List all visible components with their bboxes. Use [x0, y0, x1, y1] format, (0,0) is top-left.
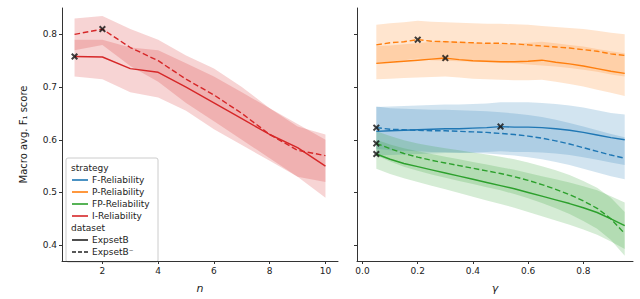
svg-text:ExpsetB⁻: ExpsetB⁻ — [92, 247, 134, 257]
svg-text:0.7: 0.7 — [43, 82, 57, 92]
svg-text:0.6: 0.6 — [43, 135, 58, 145]
svg-text:F-Reliability: F-Reliability — [92, 175, 145, 185]
svg-text:0.6: 0.6 — [521, 266, 536, 276]
svg-text:0.8: 0.8 — [43, 29, 58, 39]
svg-text:FP-Reliability: FP-Reliability — [92, 199, 150, 209]
svg-text:Macro avg. F₁ score: Macro avg. F₁ score — [18, 85, 29, 183]
svg-text:0.4: 0.4 — [466, 266, 481, 276]
svg-text:P-Reliability: P-Reliability — [92, 187, 145, 197]
svg-text:ExpsetB: ExpsetB — [92, 235, 129, 245]
svg-text:strategy: strategy — [71, 163, 109, 173]
svg-text:4: 4 — [155, 266, 161, 276]
svg-text:n: n — [197, 282, 204, 295]
svg-text:0.2: 0.2 — [411, 266, 425, 276]
svg-text:0.4: 0.4 — [43, 240, 58, 250]
svg-text:6: 6 — [211, 266, 217, 276]
svg-text:8: 8 — [267, 266, 273, 276]
svg-text:0.8: 0.8 — [576, 266, 591, 276]
svg-text:I-Reliability: I-Reliability — [92, 211, 143, 221]
svg-text:2: 2 — [100, 266, 106, 276]
svg-text:γ: γ — [492, 282, 499, 295]
svg-text:10: 10 — [320, 266, 332, 276]
svg-text:0.5: 0.5 — [43, 187, 57, 197]
svg-text:dataset: dataset — [71, 223, 105, 233]
svg-text:0.0: 0.0 — [355, 266, 370, 276]
